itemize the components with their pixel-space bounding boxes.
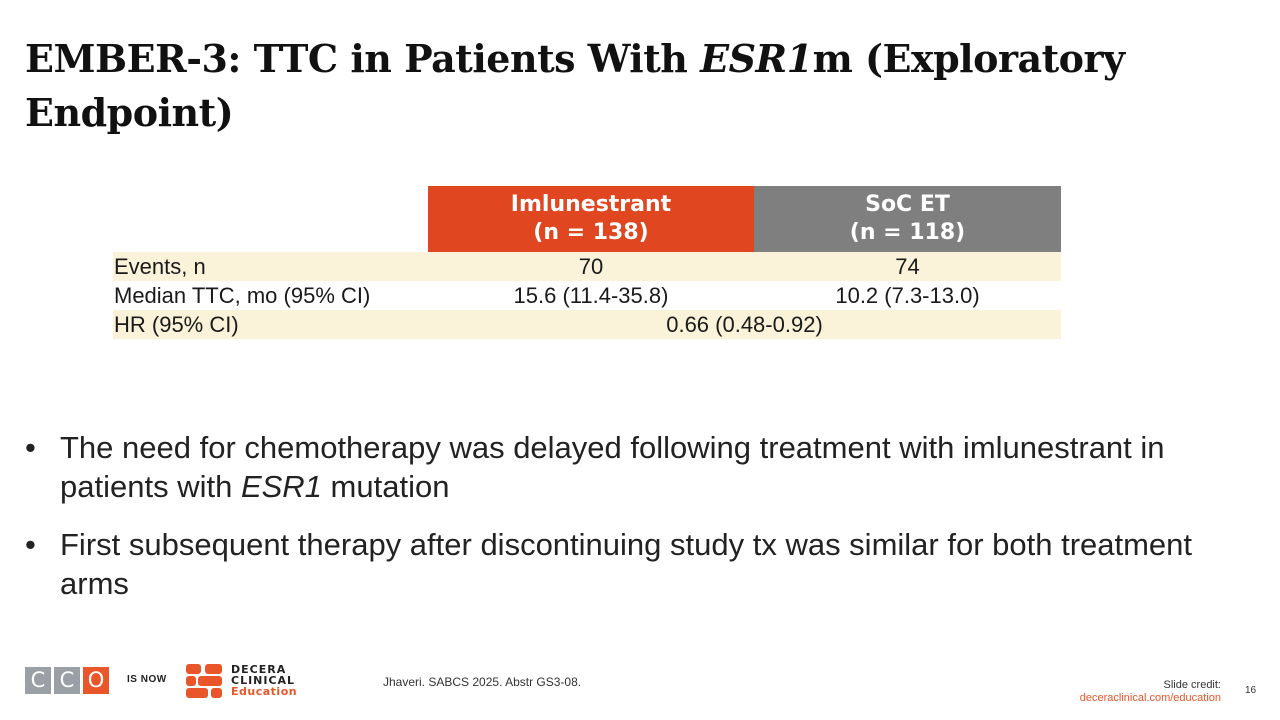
bullet-marker: • (25, 430, 36, 465)
table-header-row: Imlunestrant (n = 138) SoC ET (n = 118) (113, 186, 1061, 252)
bullet-marker: • (25, 527, 36, 562)
header-imlunestrant-n: (n = 138) (533, 220, 649, 245)
bullet-list: • The need for chemotherapy was delayed … (25, 428, 1255, 622)
row-label: HR (95% CI) (114, 312, 239, 337)
cell-soc-et: 74 (895, 254, 920, 279)
citation: Jhaveri. SABCS 2025. Abstr GS3-08. (383, 675, 582, 689)
bullet-text: First subsequent therapy after discontin… (60, 527, 1193, 601)
cell-imlunestrant: 70 (578, 254, 604, 279)
decera-line-1: DECERA (231, 663, 287, 676)
header-soc-et-n: (n = 118) (849, 220, 966, 245)
decera-line-3: Education (231, 685, 298, 698)
decera-line-2: CLINICAL (231, 674, 296, 687)
slide-credit: Slide credit: deceraclinical.com/educati… (1080, 679, 1221, 705)
table-row-hazard-ratio: HR (95% CI) 0.66 (0.48-0.92) (113, 310, 1061, 339)
table-row-events: Events, n 70 74 (113, 252, 1061, 281)
page-number: 16 (1245, 685, 1257, 696)
cco-letter: C (54, 667, 80, 694)
header-imlunestrant: Imlunestrant (n = 138) (428, 186, 754, 252)
cco-letter: O (83, 667, 109, 694)
decera-logo-icon (186, 664, 222, 698)
header-soc-et-name: SoC ET (865, 192, 950, 217)
decera-wordmark: DECERA CLINICAL Education (231, 664, 297, 697)
is-now-label: IS NOW (127, 674, 167, 685)
row-label: Events, n (114, 254, 206, 279)
bullet-text: The need for chemotherapy was delayed fo… (60, 430, 1165, 504)
header-soc-et: SoC ET (n = 118) (754, 186, 1061, 252)
title-gene-italic: ESR1 (700, 36, 813, 81)
cell-imlunestrant: 15.6 (11.4-35.8) (513, 283, 669, 308)
bullet-gene-italic: ESR1 (240, 469, 322, 504)
bullet-text-end: mutation (321, 469, 450, 504)
title-text-2: m (Exploratory Endpoint) (25, 36, 1125, 135)
table-row-median-ttc: Median TTC, mo (95% CI) 15.6 (11.4-35.8)… (113, 281, 1061, 310)
credit-link[interactable]: deceraclinical.com/education (1079, 692, 1221, 704)
row-label: Median TTC, mo (95% CI) (114, 283, 371, 308)
title-text-1: EMBER-3: TTC in Patients With (25, 36, 701, 81)
slide-footer: C C O IS NOW DECERA CLINICAL Education J… (0, 660, 1280, 720)
ttc-results-table: Imlunestrant (n = 138) SoC ET (n = 118) … (113, 186, 1061, 339)
bullet-item: • First subsequent therapy after discont… (25, 525, 1255, 603)
cco-logo: C C O (25, 667, 109, 694)
credit-label: Slide credit: (1163, 679, 1221, 691)
header-imlunestrant-name: Imlunestrant (510, 192, 672, 217)
cell-hazard-ratio: 0.66 (0.48-0.92) (666, 312, 823, 337)
cco-letter: C (25, 667, 51, 694)
cell-soc-et: 10.2 (7.3-13.0) (835, 283, 980, 308)
bullet-item: • The need for chemotherapy was delayed … (25, 428, 1255, 506)
slide-title: EMBER-3: TTC in Patients With ESR1m (Exp… (25, 32, 1205, 140)
